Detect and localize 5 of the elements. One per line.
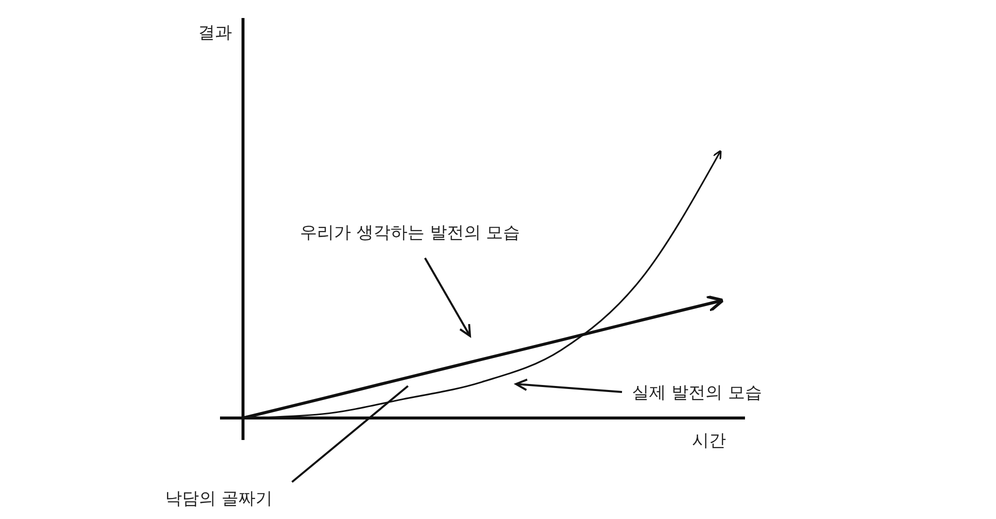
text: 낙담의 골짜기 (165, 489, 272, 509)
x-axis-title: 시간 (692, 431, 726, 451)
text: 결과 (198, 23, 232, 43)
annotation: 실제 발전의 모습 (632, 383, 762, 403)
annotation: 우리가 생각하는 발전의 모습 (300, 223, 520, 243)
